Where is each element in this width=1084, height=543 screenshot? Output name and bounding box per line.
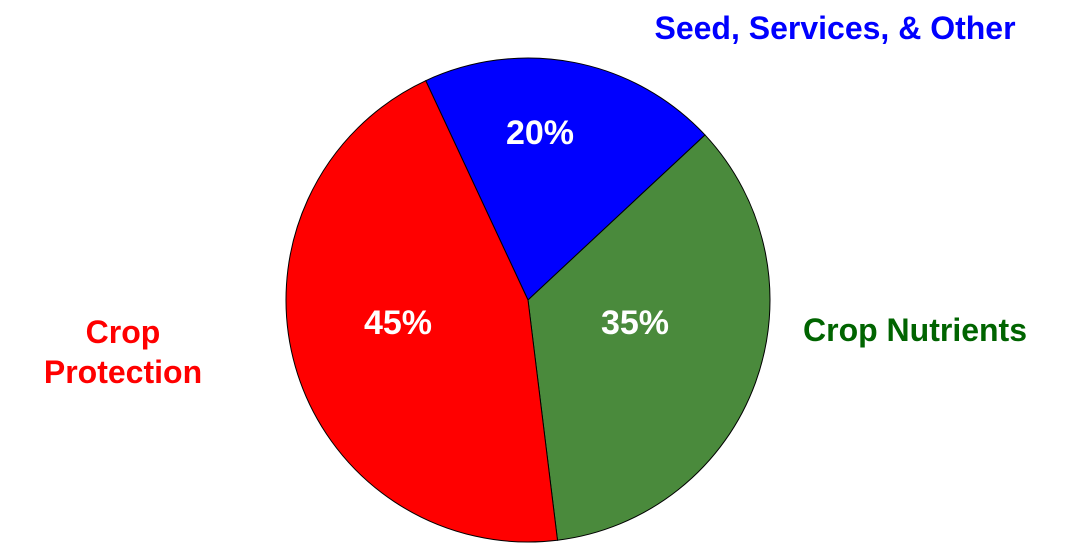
pie-slice — [425, 57, 706, 301]
category-label: Crop Nutrients — [803, 312, 1027, 348]
value-label: 45% — [364, 304, 432, 342]
value-label: 35% — [601, 304, 669, 342]
pie-slice — [285, 80, 559, 543]
value-label: 20% — [506, 114, 574, 152]
pie-slice — [527, 134, 771, 541]
category-label: Seed, Services, & Other — [654, 10, 1016, 46]
category-label: Crop Protection — [43, 314, 203, 390]
